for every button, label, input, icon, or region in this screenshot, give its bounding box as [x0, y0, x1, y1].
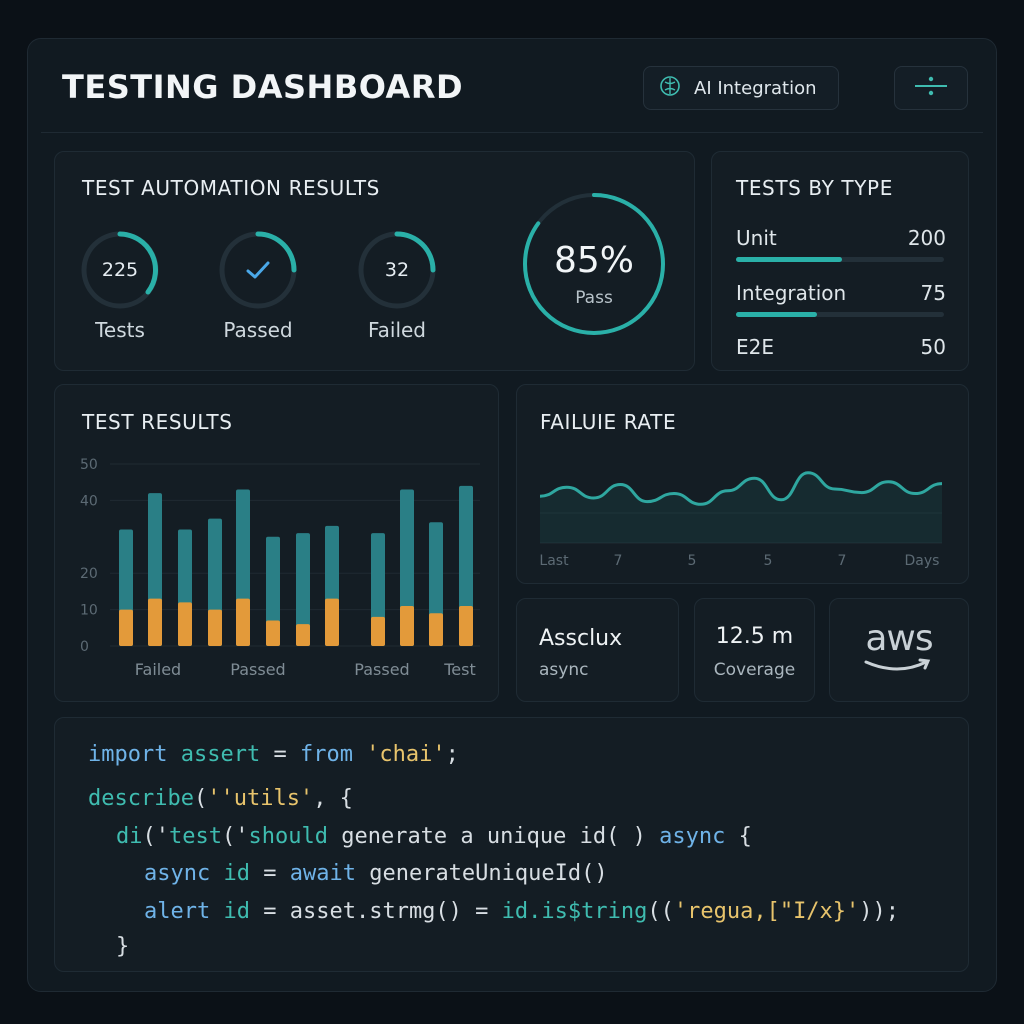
bar-failed — [400, 605, 414, 646]
automation-title: TEST AUTOMATION RESULTS — [82, 176, 380, 200]
type-label: E2E — [736, 335, 774, 359]
ai-integration-button[interactable]: AI Integration — [643, 66, 839, 110]
code-line-6: } — [116, 934, 130, 959]
types-title: TESTS BY TYPE — [736, 176, 893, 200]
bar-failed — [325, 598, 339, 646]
page-title: TESTING DASHBOARD — [62, 68, 464, 106]
code-line-5: alert id = asset.strmg() = id.is$tring((… — [144, 899, 900, 924]
tests-label: Tests — [95, 318, 145, 342]
x-tick-label: Passed — [354, 660, 409, 679]
x-tick-label: 7 — [614, 553, 623, 569]
bar-failed — [429, 613, 443, 646]
y-tick-label: 20 — [80, 566, 98, 582]
type-row-unit: Unit 200 — [736, 226, 946, 250]
bar-failed — [148, 598, 162, 646]
tests-ring — [81, 231, 159, 309]
y-tick-label: 10 — [80, 603, 98, 619]
x-tick-label: Last — [539, 553, 569, 569]
aws-smile-icon — [864, 658, 931, 671]
x-tick-label: Passed — [230, 660, 285, 679]
bar-failed — [208, 609, 222, 646]
bar-failed — [178, 602, 192, 646]
bar-failed — [236, 598, 250, 646]
x-tick-label: 5 — [688, 553, 697, 569]
coverage-value: 12.5 m — [715, 624, 794, 649]
bar-failed — [459, 605, 473, 646]
bar-failed — [371, 616, 385, 646]
type-bar-unit — [736, 257, 944, 262]
coverage-label: Coverage — [713, 660, 796, 680]
check-icon — [246, 261, 270, 279]
name-card — [516, 598, 679, 702]
pass-label: Pass — [575, 288, 613, 308]
ai-integration-label: AI Integration — [694, 77, 817, 99]
aws-logo: aws — [865, 618, 933, 659]
passed-label: Passed — [223, 318, 293, 342]
x-tick-label: Failed — [135, 660, 181, 679]
code-line-2: describe(''utils', { — [88, 786, 353, 811]
bar-total — [459, 485, 473, 646]
x-tick-label: 5 — [764, 553, 773, 569]
ai-brain-icon — [658, 74, 682, 103]
tests-value: 225 — [101, 259, 139, 281]
test-results-chart: 0 10 20 40 50 Failed Passed Passed Test — [80, 457, 480, 679]
project-name: Assclux — [539, 626, 623, 651]
pass-percent: 85% — [553, 240, 634, 281]
x-tick-label: 7 — [838, 553, 847, 569]
aws-card — [829, 598, 969, 702]
menu-button[interactable] — [894, 66, 968, 110]
type-row-e2e: E2E 50 — [736, 335, 946, 359]
type-bar-integration — [736, 312, 944, 317]
type-value: 50 — [920, 335, 946, 359]
failure-rate-line — [539, 471, 943, 506]
bar-failed — [296, 624, 310, 646]
x-tick-label: Days — [905, 553, 940, 569]
failed-ring — [358, 231, 436, 309]
project-sub: async — [539, 660, 589, 680]
bar-total — [266, 536, 280, 646]
bar-failed — [266, 620, 280, 646]
failed-label: Failed — [367, 318, 427, 342]
code-line-3: di('test('should generate a unique id( )… — [116, 824, 752, 849]
type-label: Integration — [736, 281, 847, 305]
y-tick-label: 40 — [80, 493, 98, 509]
pass-gauge — [523, 193, 665, 335]
results-title: TEST RESULTS — [82, 410, 233, 434]
type-label: Unit — [736, 226, 777, 250]
failed-value: 32 — [384, 259, 410, 281]
bar-total — [296, 533, 310, 646]
code-panel — [54, 717, 969, 972]
type-row-integration: Integration 75 — [736, 281, 946, 305]
type-value: 200 — [907, 226, 946, 250]
passed-ring — [219, 231, 297, 309]
code-line-4: async id = await generateUniqueId() — [144, 861, 608, 886]
header-divider — [41, 132, 983, 133]
code-line-1: import assert = from 'chai'; — [88, 742, 459, 767]
coverage-card — [694, 598, 815, 702]
bar-failed — [119, 609, 133, 646]
y-tick-label: 50 — [80, 457, 98, 473]
y-tick-label: 0 — [80, 639, 89, 655]
sliders-icon — [913, 74, 949, 102]
failure-rate-chart: Last 7 5 5 7 Days — [539, 471, 943, 569]
type-value: 75 — [920, 281, 946, 305]
failure-title: FAILUIE RATE — [540, 410, 677, 434]
x-tick-label: Test — [443, 660, 476, 679]
